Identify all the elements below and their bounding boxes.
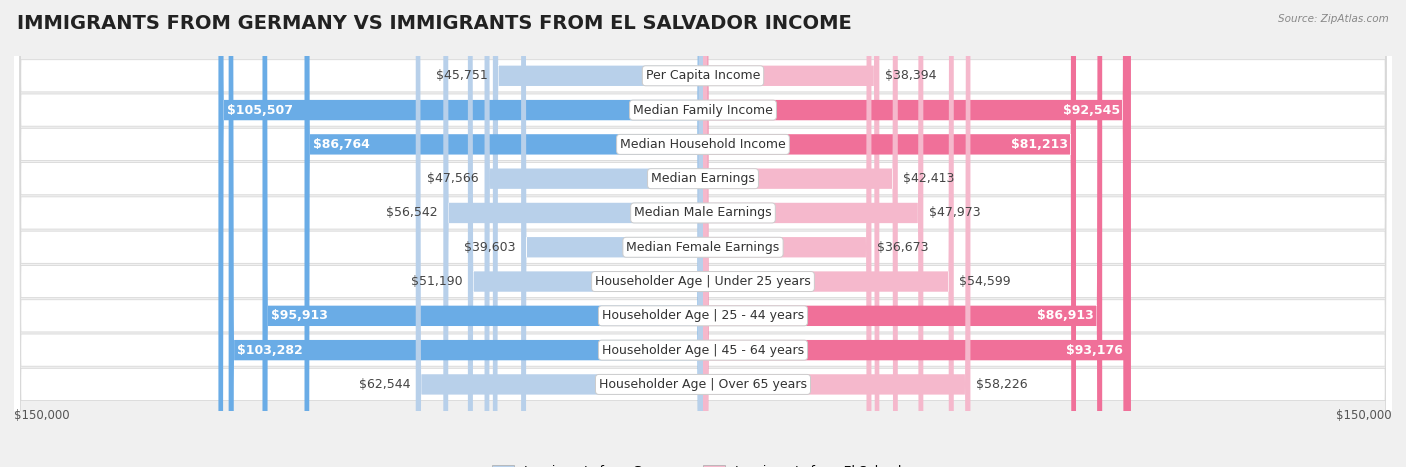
FancyBboxPatch shape <box>218 0 703 467</box>
Text: $62,544: $62,544 <box>359 378 411 391</box>
FancyBboxPatch shape <box>703 0 1130 467</box>
FancyBboxPatch shape <box>7 0 1399 467</box>
Text: $51,190: $51,190 <box>411 275 463 288</box>
Text: Median Family Income: Median Family Income <box>633 104 773 117</box>
Text: $92,545: $92,545 <box>1063 104 1119 117</box>
FancyBboxPatch shape <box>416 0 703 467</box>
Text: $47,973: $47,973 <box>929 206 980 219</box>
Text: $56,542: $56,542 <box>387 206 437 219</box>
FancyBboxPatch shape <box>7 0 1399 467</box>
Text: Householder Age | 25 - 44 years: Householder Age | 25 - 44 years <box>602 309 804 322</box>
FancyBboxPatch shape <box>522 0 703 467</box>
Text: $58,226: $58,226 <box>976 378 1028 391</box>
FancyBboxPatch shape <box>703 0 953 467</box>
FancyBboxPatch shape <box>7 0 1399 467</box>
Text: $54,599: $54,599 <box>959 275 1011 288</box>
Text: $86,913: $86,913 <box>1038 309 1094 322</box>
FancyBboxPatch shape <box>7 0 1399 467</box>
FancyBboxPatch shape <box>7 0 1399 467</box>
FancyBboxPatch shape <box>263 0 703 467</box>
FancyBboxPatch shape <box>305 0 703 467</box>
Legend: Immigrants from Germany, Immigrants from El Salvador: Immigrants from Germany, Immigrants from… <box>486 460 920 467</box>
FancyBboxPatch shape <box>443 0 703 467</box>
FancyBboxPatch shape <box>468 0 703 467</box>
Text: $39,603: $39,603 <box>464 241 516 254</box>
Text: $86,764: $86,764 <box>312 138 370 151</box>
Text: $45,751: $45,751 <box>436 69 488 82</box>
FancyBboxPatch shape <box>7 0 1399 467</box>
Text: Householder Age | Over 65 years: Householder Age | Over 65 years <box>599 378 807 391</box>
Text: $47,566: $47,566 <box>427 172 479 185</box>
FancyBboxPatch shape <box>7 0 1399 467</box>
FancyBboxPatch shape <box>7 0 1399 467</box>
Text: $103,282: $103,282 <box>236 344 302 357</box>
FancyBboxPatch shape <box>703 0 898 467</box>
FancyBboxPatch shape <box>703 0 879 467</box>
Text: $150,000: $150,000 <box>14 409 70 422</box>
FancyBboxPatch shape <box>703 0 970 467</box>
FancyBboxPatch shape <box>494 0 703 467</box>
Text: Median Household Income: Median Household Income <box>620 138 786 151</box>
Text: $81,213: $81,213 <box>1011 138 1067 151</box>
Text: $150,000: $150,000 <box>1336 409 1392 422</box>
FancyBboxPatch shape <box>703 0 1128 467</box>
FancyBboxPatch shape <box>703 0 872 467</box>
Text: Median Male Earnings: Median Male Earnings <box>634 206 772 219</box>
Text: Median Earnings: Median Earnings <box>651 172 755 185</box>
FancyBboxPatch shape <box>229 0 703 467</box>
Text: Median Female Earnings: Median Female Earnings <box>627 241 779 254</box>
Text: $105,507: $105,507 <box>226 104 292 117</box>
Text: Householder Age | Under 25 years: Householder Age | Under 25 years <box>595 275 811 288</box>
Text: Householder Age | 45 - 64 years: Householder Age | 45 - 64 years <box>602 344 804 357</box>
FancyBboxPatch shape <box>703 0 1076 467</box>
Text: Per Capita Income: Per Capita Income <box>645 69 761 82</box>
Text: IMMIGRANTS FROM GERMANY VS IMMIGRANTS FROM EL SALVADOR INCOME: IMMIGRANTS FROM GERMANY VS IMMIGRANTS FR… <box>17 14 852 33</box>
Text: $42,413: $42,413 <box>903 172 955 185</box>
Text: $36,673: $36,673 <box>877 241 928 254</box>
FancyBboxPatch shape <box>7 0 1399 467</box>
FancyBboxPatch shape <box>7 0 1399 467</box>
FancyBboxPatch shape <box>703 0 924 467</box>
FancyBboxPatch shape <box>485 0 703 467</box>
Text: $95,913: $95,913 <box>271 309 328 322</box>
Text: $38,394: $38,394 <box>884 69 936 82</box>
Text: $93,176: $93,176 <box>1066 344 1122 357</box>
Text: Source: ZipAtlas.com: Source: ZipAtlas.com <box>1278 14 1389 24</box>
FancyBboxPatch shape <box>703 0 1102 467</box>
